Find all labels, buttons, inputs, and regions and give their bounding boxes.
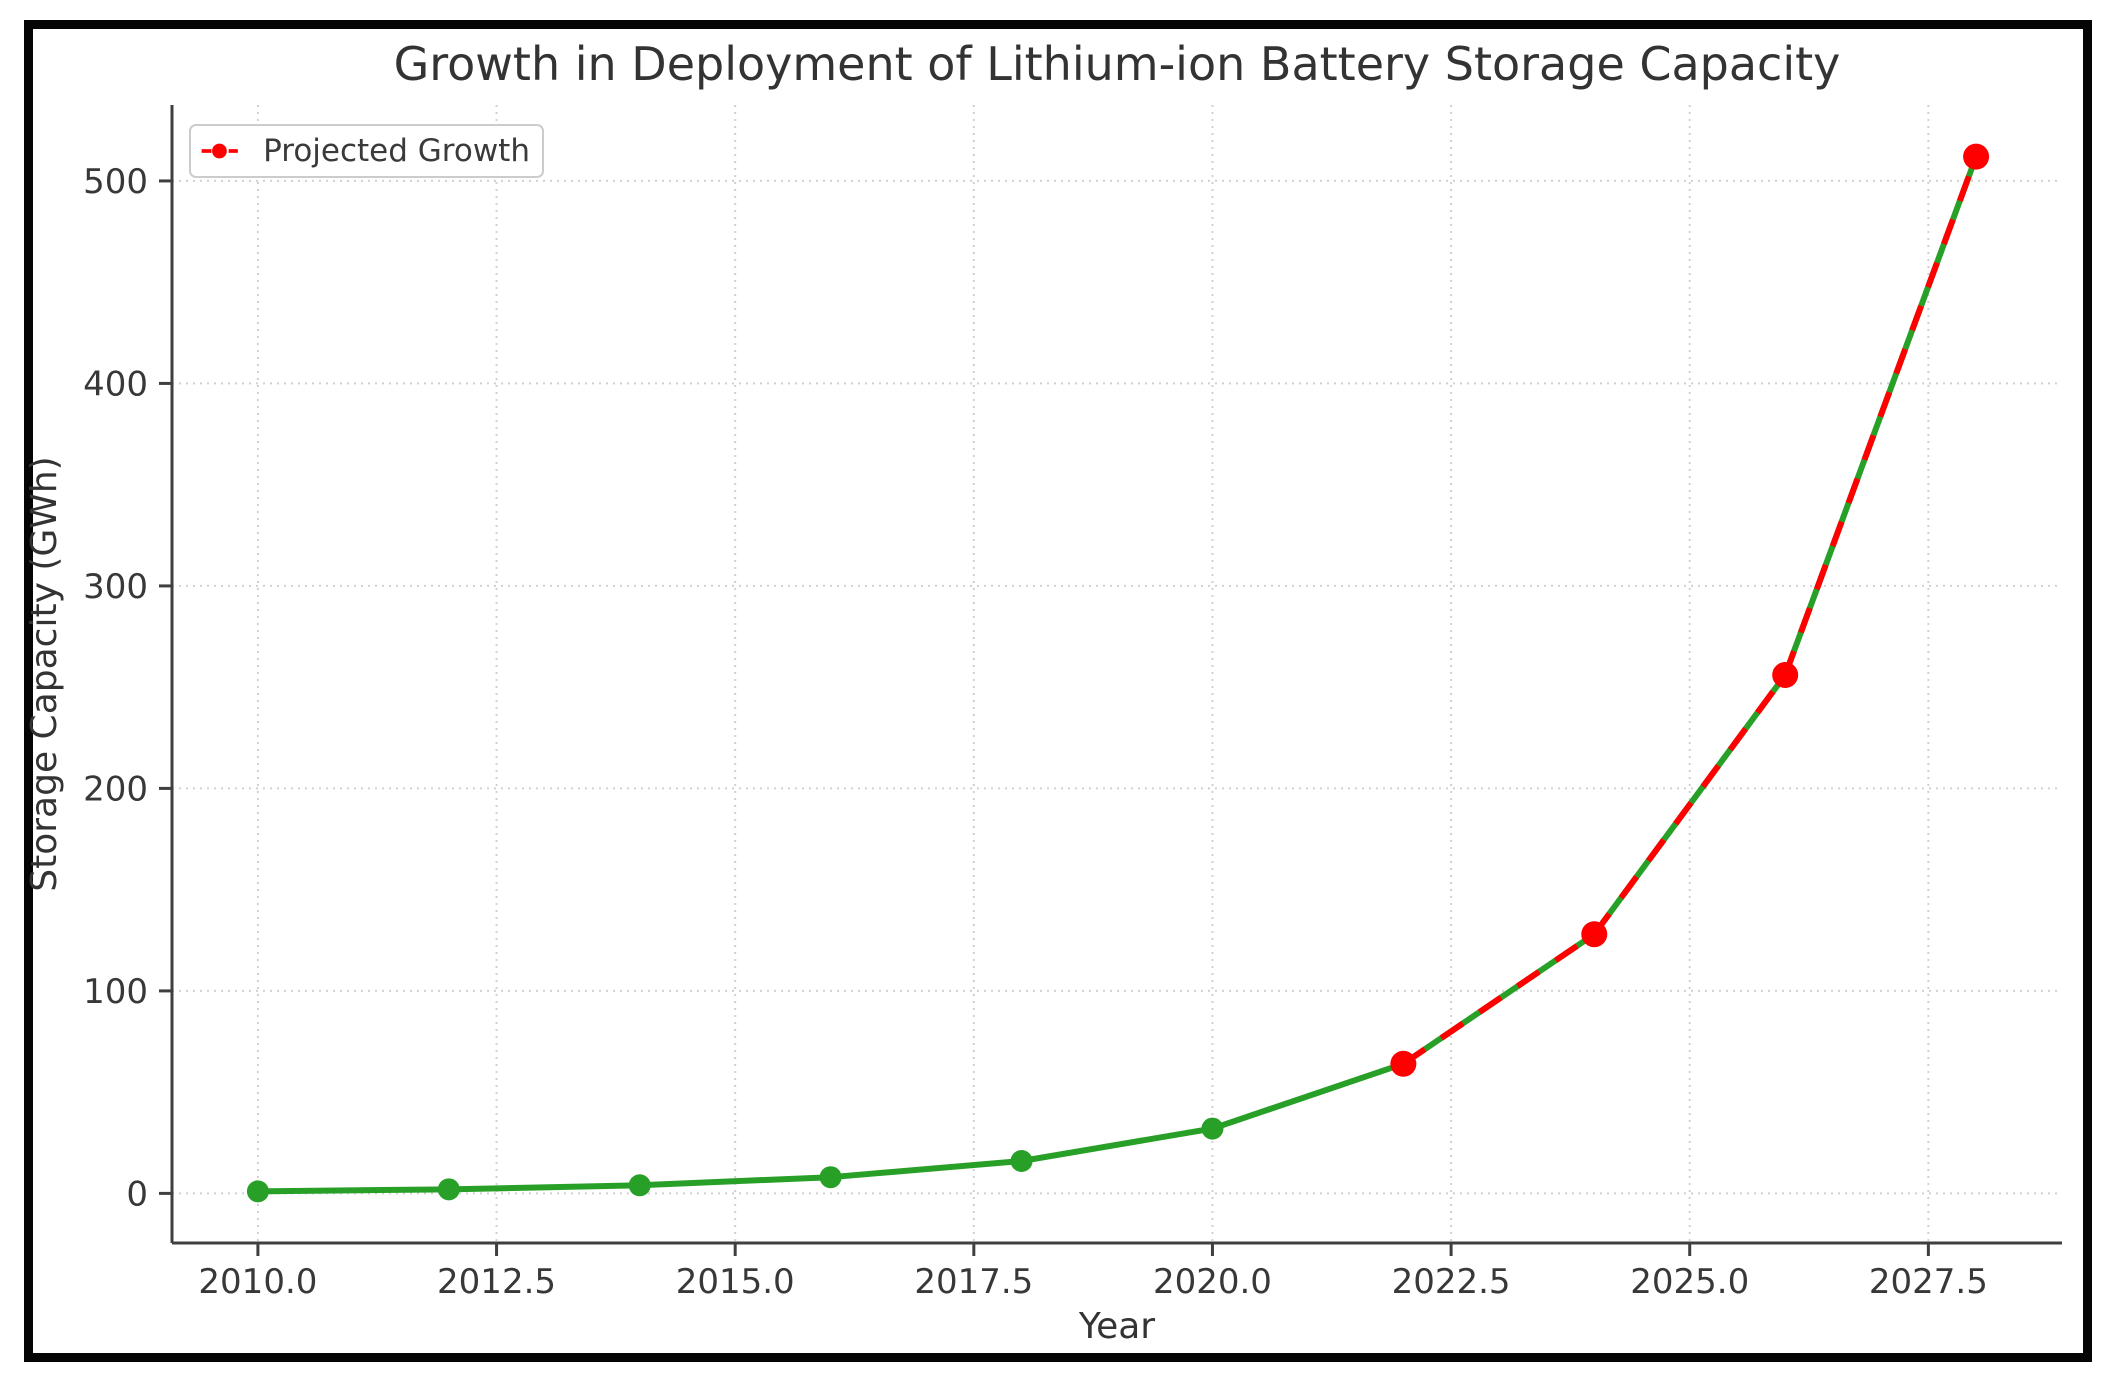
x-tick-label: 2020.0: [1153, 1262, 1272, 1302]
x-tick-label: 2025.0: [1630, 1262, 1749, 1302]
x-tick-label: 2022.5: [1392, 1262, 1511, 1302]
x-tick-label: 2017.5: [914, 1262, 1033, 1302]
y-axis-label: Storage Capacity (GWh): [24, 456, 65, 891]
x-axis-label: Year: [1078, 1306, 1155, 1347]
historical-point: [1010, 1149, 1033, 1172]
x-tick-label: 2012.5: [437, 1262, 556, 1302]
y-tick-label: 500: [83, 162, 148, 202]
x-tick-label: 2015.0: [676, 1262, 795, 1302]
projected-point: [1772, 662, 1799, 689]
historical-point: [437, 1178, 460, 1201]
legend-label: Projected Growth: [263, 133, 530, 169]
y-tick-label: 200: [83, 769, 148, 809]
historical-line: [257, 155, 1979, 1195]
projected-point: [1390, 1050, 1417, 1077]
historical-point: [246, 1180, 269, 1203]
figure-border: [24, 20, 2092, 1362]
y-tick-label: 0: [126, 1174, 148, 1214]
projected-growth-legend-line-icon: [201, 143, 238, 159]
historical-point: [628, 1174, 651, 1197]
x-tick-label: 2010.0: [198, 1262, 317, 1302]
projected-point: [1581, 921, 1608, 948]
historical-point: [1201, 1117, 1224, 1140]
projected-point: [1963, 143, 1990, 170]
chart-title: Growth in Deployment of Lithium-ion Batt…: [394, 37, 1841, 91]
legend: Projected Growth: [189, 124, 544, 178]
x-tick-label: 2027.5: [1869, 1262, 1988, 1302]
y-tick-label: 300: [83, 567, 148, 607]
projected-line: [1401, 155, 1979, 1067]
y-tick-label: 400: [83, 364, 148, 404]
y-tick-label: 100: [83, 972, 148, 1012]
historical-point: [819, 1166, 842, 1189]
